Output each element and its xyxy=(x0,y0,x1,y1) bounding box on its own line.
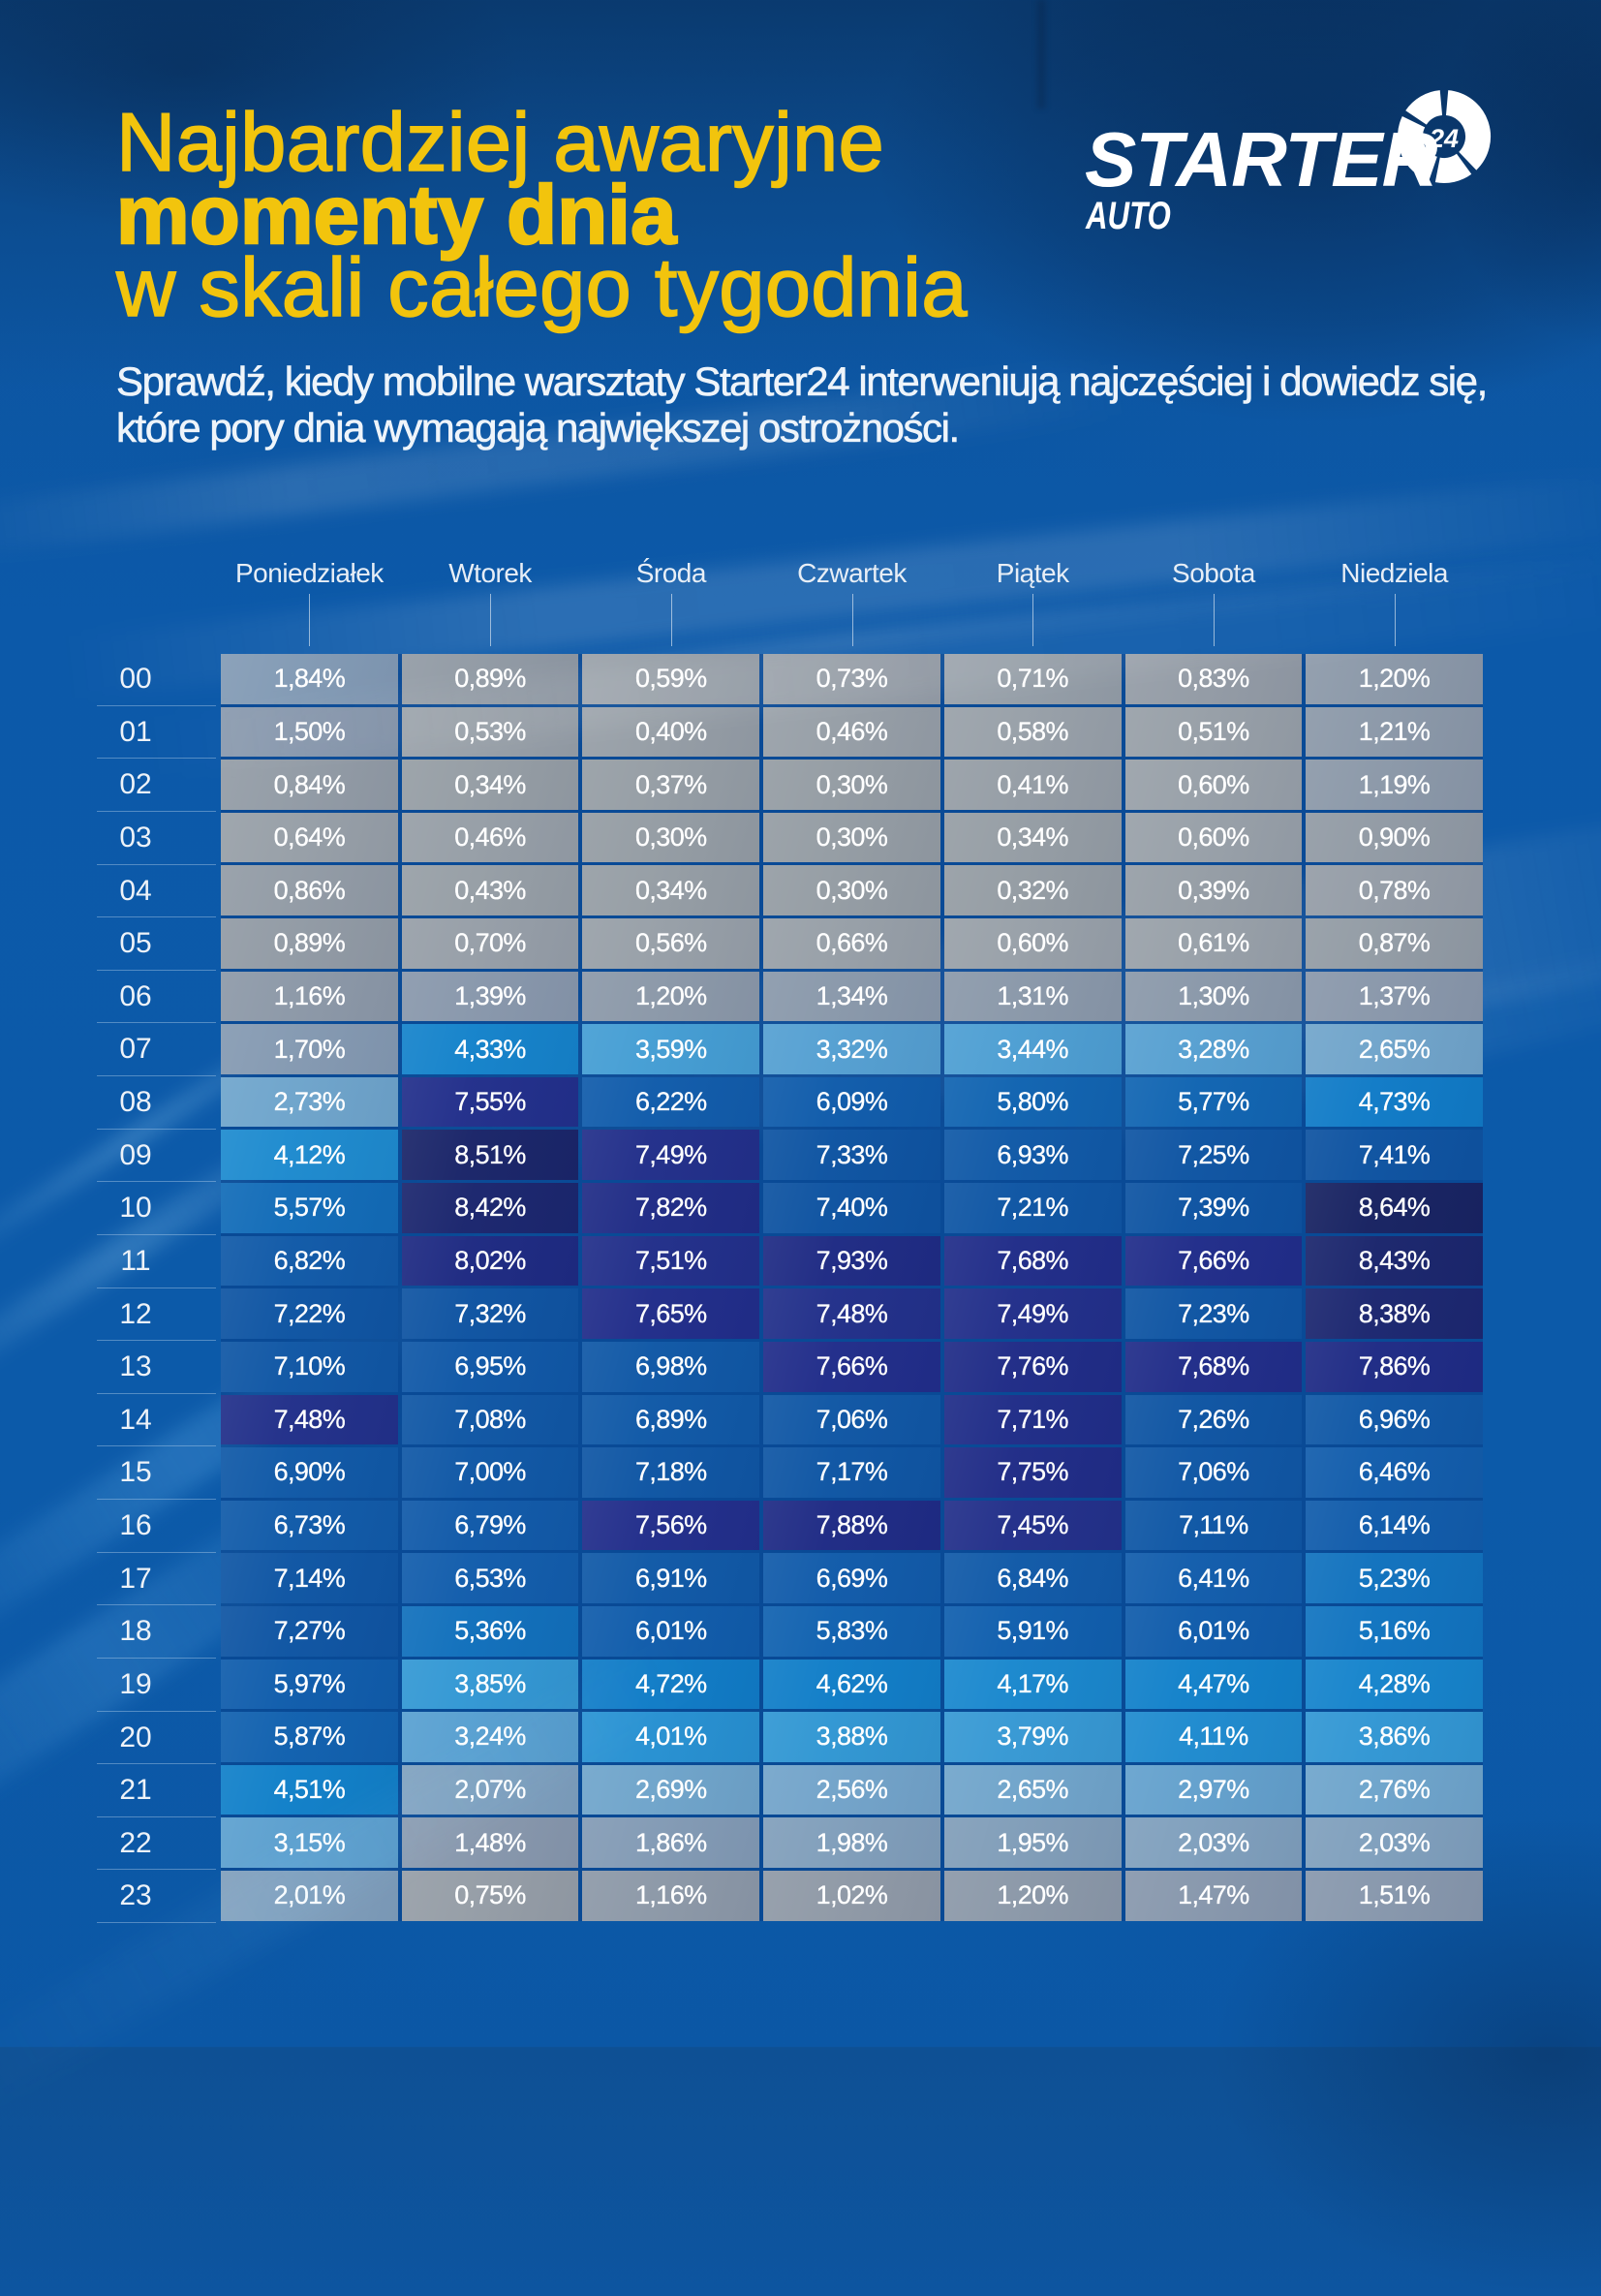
svg-text:24: 24 xyxy=(1429,124,1459,153)
